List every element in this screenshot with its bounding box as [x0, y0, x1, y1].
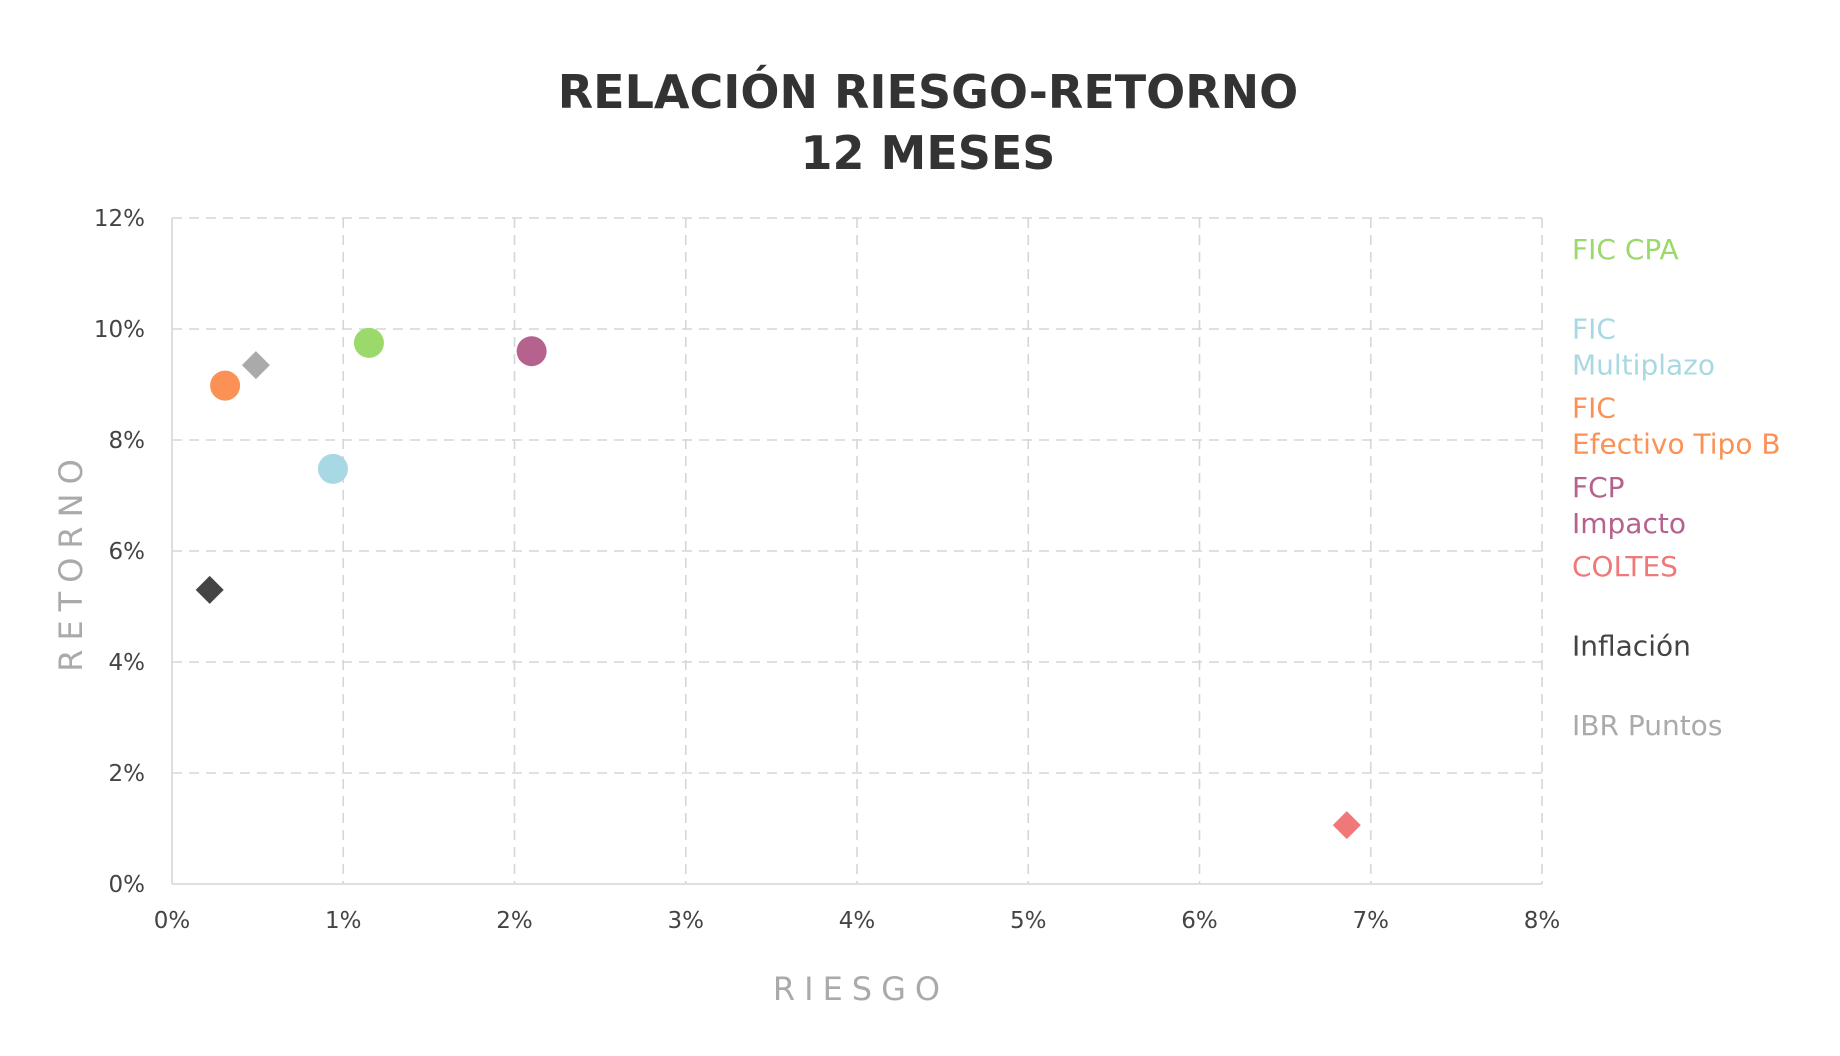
legend-item-label: Efectivo Tipo B [1572, 428, 1781, 461]
y-axis-ticks: 0% 2% 4% 6% 8% 10% 12% [94, 206, 145, 898]
point-ibr-puntos [241, 351, 270, 380]
x-tick-label: 1% [325, 908, 362, 934]
legend-item-label: Inflación [1572, 630, 1691, 663]
point-coltes [1332, 811, 1361, 840]
point-fcp-impacto [516, 336, 547, 367]
x-axis-title: RIESGO [773, 970, 949, 1008]
x-tick-label: 5% [1010, 908, 1047, 934]
legend-item-label: Impacto [1572, 507, 1686, 540]
point-fic-efectivo-tipo-b [210, 370, 241, 401]
legend-item-label: IBR Puntos [1572, 709, 1722, 742]
point-inflacion [195, 575, 224, 604]
legend-item-label: FIC CPA [1572, 233, 1679, 266]
legend-item-label: COLTES [1572, 550, 1678, 583]
x-axis-ticks: 0% 1% 2% 3% 4% 5% 6% 7% 8% [154, 908, 1561, 934]
legend-item-label: FIC [1572, 312, 1616, 345]
point-fic-cpa [353, 327, 384, 358]
y-axis-title: RETORNO [52, 450, 90, 672]
chart-title-line: 12 MESES [801, 126, 1056, 180]
y-tick-label: 12% [94, 206, 145, 232]
x-tick-label: 0% [154, 908, 191, 934]
x-tick-label: 3% [668, 908, 705, 934]
legend-item-label: FIC [1572, 392, 1616, 425]
y-tick-label: 8% [109, 428, 146, 454]
y-tick-label: 4% [109, 650, 146, 676]
chart-title: RELACIÓN RIESGO-RETORNO 12 MESES [558, 65, 1299, 180]
grid [171, 217, 1543, 885]
y-tick-label: 0% [109, 872, 146, 898]
y-tick-label: 2% [109, 761, 146, 787]
x-tick-label: 6% [1181, 908, 1218, 934]
legend-item-label: FCP [1572, 471, 1625, 504]
point-fic-multiplazo [317, 453, 348, 484]
data-points [195, 327, 1361, 840]
x-tick-label: 2% [496, 908, 533, 934]
x-tick-label: 7% [1353, 908, 1390, 934]
chart-title-line: RELACIÓN RIESGO-RETORNO [558, 65, 1299, 119]
y-tick-label: 6% [109, 539, 146, 565]
x-tick-label: 8% [1524, 908, 1561, 934]
y-tick-label: 10% [94, 317, 145, 343]
x-tick-label: 4% [839, 908, 876, 934]
legend-item-label: Multiplazo [1572, 348, 1715, 381]
